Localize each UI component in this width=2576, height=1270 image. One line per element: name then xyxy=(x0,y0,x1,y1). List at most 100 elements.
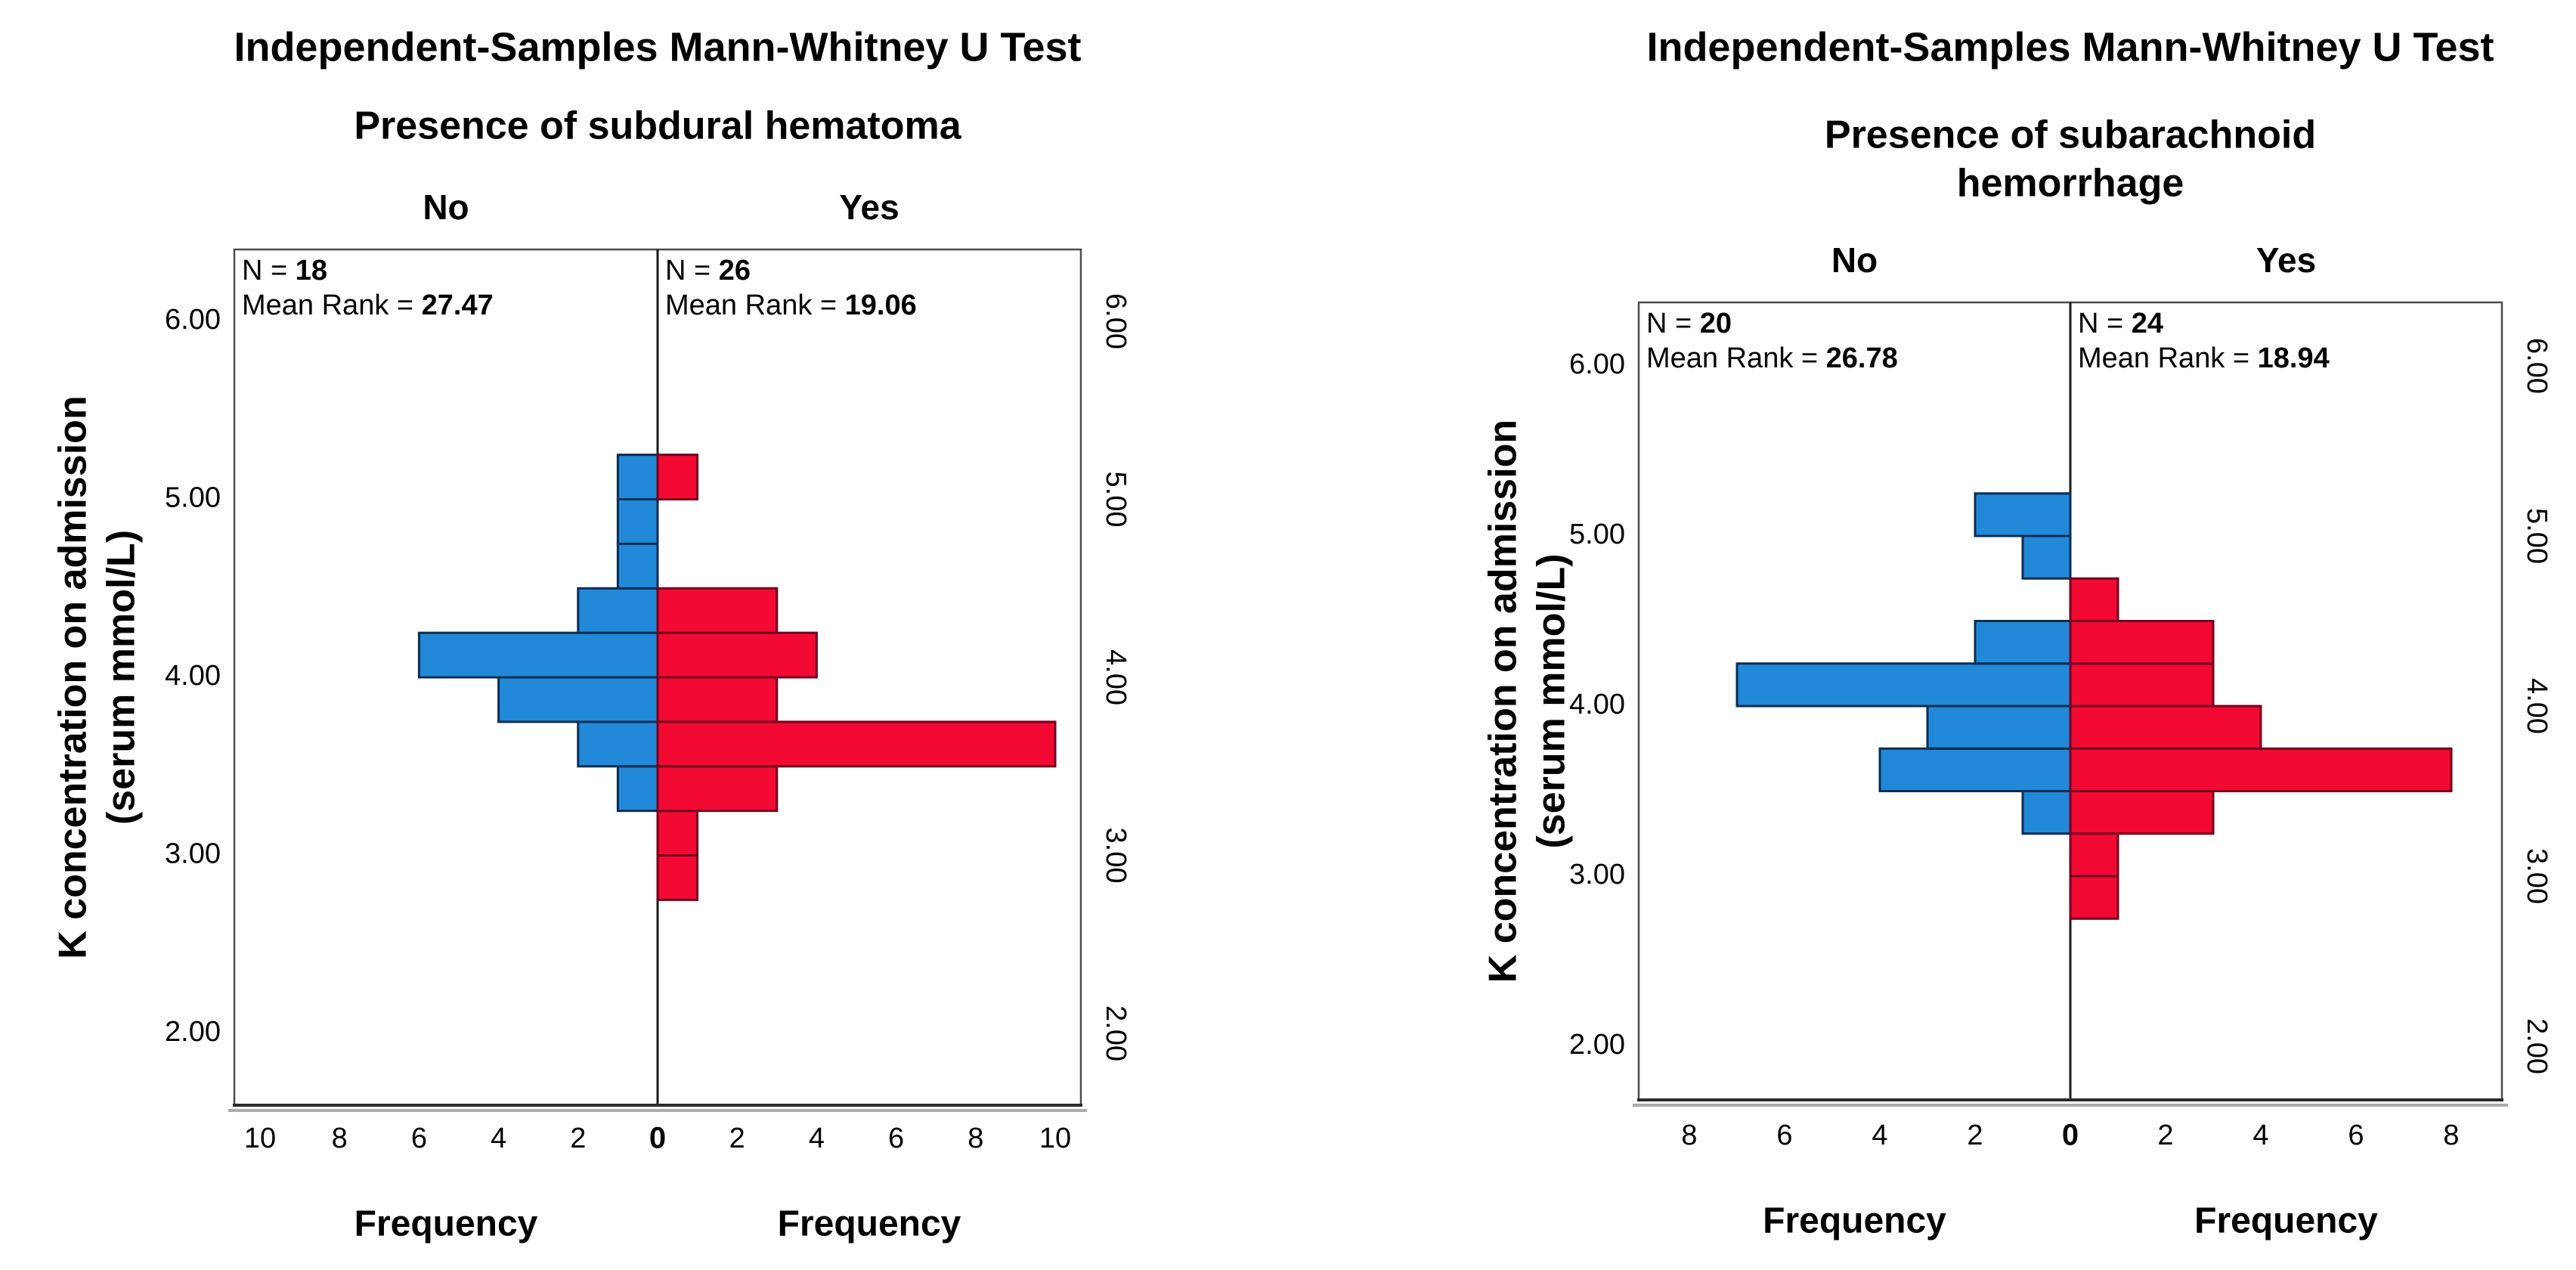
bar-no-4.75 xyxy=(616,498,659,545)
y-tick-label-right: 5.00 xyxy=(1100,472,1132,528)
bar-yes-5.00 xyxy=(656,454,699,500)
bar-no-3.50 xyxy=(1878,747,2072,792)
y-axis-title-line: K concentration on admission xyxy=(51,395,95,959)
x-tick-label-left: 2 xyxy=(570,1123,586,1154)
chart-title: Independent-Samples Mann-Whitney U Test xyxy=(1646,24,2494,70)
x-tick-label-right: 4 xyxy=(809,1123,825,1154)
y-tick-label-right: 6.00 xyxy=(1100,293,1132,349)
annotation-mean-rank: Mean Rank = 18.94 xyxy=(2078,342,2330,374)
chart-subtitle-line: hemorrhage xyxy=(1957,162,2184,206)
bar-yes-3.75 xyxy=(656,676,779,723)
x-tick-label-right: 8 xyxy=(2443,1120,2459,1151)
bar-no-4.00 xyxy=(1735,662,2072,708)
x-tick-label-left: 4 xyxy=(491,1123,506,1154)
bar-no-4.50 xyxy=(616,542,659,590)
x-axis-title-right: Frequency xyxy=(778,1204,961,1244)
bar-no-3.75 xyxy=(497,676,659,723)
bar-no-4.75 xyxy=(2021,534,2072,580)
y-tick-label: 4.00 xyxy=(165,660,221,692)
x-tick-label-zero: 0 xyxy=(649,1122,666,1155)
y-tick-label: 2.00 xyxy=(1569,1029,1625,1061)
bar-yes-2.75 xyxy=(656,854,699,901)
bar-no-3.25 xyxy=(2021,790,2072,835)
bar-yes-3.00 xyxy=(2069,832,2119,878)
y-tick-label-right: 2.00 xyxy=(1100,1005,1132,1061)
y-tick-label: 4.00 xyxy=(1569,689,1625,720)
bar-yes-3.75 xyxy=(2069,705,2262,750)
series-no xyxy=(417,454,659,813)
x-tick-label-left: 8 xyxy=(332,1123,348,1154)
x-tick-label-left: 10 xyxy=(244,1123,276,1154)
bar-yes-3.50 xyxy=(656,720,1057,768)
bar-yes-2.75 xyxy=(2069,875,2119,920)
y-tick-label-right: 5.00 xyxy=(2521,508,2553,564)
bar-yes-4.00 xyxy=(656,631,818,679)
x-tick-label-right: 10 xyxy=(1039,1123,1071,1154)
y-tick-label-right: 3.00 xyxy=(2521,848,2553,904)
x-axis-title-right: Frequency xyxy=(2194,1201,2378,1241)
annotation-mean-rank: Mean Rank = 19.06 xyxy=(665,290,917,321)
chart-2 xyxy=(1633,301,2508,1107)
x-tick-label-right: 2 xyxy=(729,1123,745,1154)
bar-no-5.00 xyxy=(1974,492,2072,537)
group-label-no: No xyxy=(1831,240,1878,280)
y-tick-label: 5.00 xyxy=(165,482,221,514)
bar-no-3.75 xyxy=(1926,705,2072,750)
chart-subtitle-line: Presence of subarachnoid xyxy=(1825,113,2316,157)
bar-yes-3.25 xyxy=(656,765,779,813)
x-tick-label-left: 6 xyxy=(1776,1120,1792,1151)
y-axis-title-line: K concentration on admission xyxy=(1482,420,1525,983)
y-tick-label-right: 4.00 xyxy=(2521,678,2553,734)
bar-no-3.50 xyxy=(577,720,659,768)
annotation-n: N = 24 xyxy=(2078,308,2163,339)
bar-no-3.25 xyxy=(616,765,659,813)
y-axis-title-line: (serum mmol/L) xyxy=(1530,553,1574,848)
y-tick-label-right: 3.00 xyxy=(1100,828,1132,884)
x-tick-label-right: 4 xyxy=(2252,1120,2268,1151)
x-tick-label-left: 8 xyxy=(1681,1120,1697,1151)
y-tick-label-right: 2.00 xyxy=(2521,1018,2553,1074)
y-axis-title-line: (serum mmol/L) xyxy=(100,530,144,825)
bar-yes-3.25 xyxy=(2069,790,2215,835)
y-tick-label: 3.00 xyxy=(1569,859,1625,891)
x-tick-label-right: 8 xyxy=(968,1123,983,1154)
x-tick-label-zero: 0 xyxy=(2062,1119,2079,1152)
y-tick-label: 6.00 xyxy=(165,304,221,336)
series-no xyxy=(1735,492,2072,835)
chart-subtitle-line: Presence of subdural hematoma xyxy=(354,104,961,148)
x-tick-label-right: 6 xyxy=(888,1123,904,1154)
annotation-n: N = 18 xyxy=(242,255,327,287)
x-tick-label-right: 2 xyxy=(2157,1120,2173,1151)
bar-no-5.00 xyxy=(616,454,659,500)
x-tick-label-right: 6 xyxy=(2348,1120,2364,1151)
bar-yes-4.50 xyxy=(2069,577,2119,622)
chart-title: Independent-Samples Mann-Whitney U Test xyxy=(234,24,1081,70)
series-yes xyxy=(656,454,1057,901)
annotation-mean-rank: Mean Rank = 27.47 xyxy=(242,290,494,321)
bar-yes-4.25 xyxy=(656,587,779,634)
y-tick-label: 5.00 xyxy=(1569,519,1625,550)
x-axis-title-left: Frequency xyxy=(355,1204,538,1244)
x-tick-label-left: 6 xyxy=(411,1123,427,1154)
series-yes xyxy=(2069,577,2453,920)
y-tick-label-right: 4.00 xyxy=(1100,649,1132,705)
chart-1 xyxy=(228,248,1087,1112)
x-tick-label-left: 4 xyxy=(1872,1120,1887,1151)
bar-no-4.25 xyxy=(577,587,659,634)
group-label-no: No xyxy=(423,187,469,227)
group-label-yes: Yes xyxy=(839,187,899,227)
x-axis-title-left: Frequency xyxy=(1763,1201,1946,1241)
annotation-n: N = 26 xyxy=(665,255,751,287)
bar-no-4.25 xyxy=(1974,620,2072,665)
y-tick-label-right: 6.00 xyxy=(2521,338,2553,394)
bar-yes-3.00 xyxy=(656,810,699,856)
bar-yes-3.50 xyxy=(2069,747,2453,792)
annotation-n: N = 20 xyxy=(1646,308,1732,339)
y-tick-label: 6.00 xyxy=(1569,348,1625,380)
annotation-mean-rank: Mean Rank = 26.78 xyxy=(1646,342,1898,374)
y-tick-label: 2.00 xyxy=(165,1016,221,1048)
x-tick-label-left: 2 xyxy=(1967,1120,1983,1151)
y-tick-label: 3.00 xyxy=(165,838,221,870)
